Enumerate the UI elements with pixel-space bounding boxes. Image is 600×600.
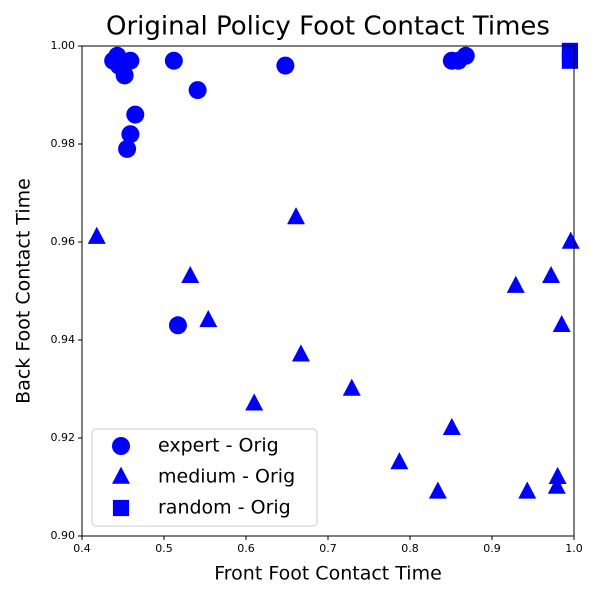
legend-label: medium - Orig — [158, 466, 295, 488]
x-tick-label: 1.0 — [565, 542, 583, 555]
x-tick-label: 0.4 — [73, 542, 91, 555]
point — [121, 125, 140, 144]
point — [390, 452, 409, 470]
legend-box — [91, 428, 318, 527]
x-tick-label: 0.7 — [319, 542, 337, 555]
y-tick-label: 0.96 — [51, 235, 76, 248]
point — [518, 481, 537, 499]
point — [121, 51, 140, 70]
chart-title: Original Policy Foot Contact Times — [106, 12, 550, 42]
point — [126, 105, 145, 124]
point — [456, 46, 475, 65]
legend-label: random - Orig — [158, 497, 291, 519]
x-axis-label: Front Foot Contact Time — [214, 563, 442, 585]
point — [168, 316, 187, 335]
point — [115, 66, 134, 85]
y-tick-label: 0.98 — [51, 137, 76, 150]
y-tick-label: 1.00 — [51, 39, 76, 52]
legend-label: expert - Orig — [158, 435, 279, 457]
y-tick-label: 0.90 — [51, 529, 76, 542]
point — [442, 417, 461, 435]
x-tick-label: 0.8 — [401, 542, 419, 555]
point — [188, 81, 207, 100]
point — [542, 265, 561, 284]
y-axis-label: Back Foot Contact Time — [13, 178, 35, 404]
point — [561, 52, 578, 69]
point — [164, 51, 183, 70]
point — [199, 310, 218, 328]
point — [428, 481, 447, 499]
point — [548, 466, 567, 484]
point — [287, 207, 306, 225]
point — [506, 275, 525, 293]
x-tick-label: 0.5 — [155, 542, 173, 555]
point — [245, 393, 264, 411]
point — [87, 226, 106, 244]
plot-frame — [81, 45, 575, 537]
x-tick-label: 0.9 — [483, 542, 501, 555]
legend-marker — [112, 466, 130, 484]
point — [118, 139, 137, 158]
point — [181, 265, 200, 284]
y-tick-label: 0.92 — [51, 431, 76, 444]
point — [552, 314, 571, 333]
y-tick-label: 0.94 — [51, 333, 76, 346]
point — [561, 231, 580, 249]
point — [547, 476, 566, 494]
point — [342, 378, 361, 396]
legend-marker — [112, 499, 130, 517]
x-tick-label: 0.6 — [237, 542, 255, 555]
point — [276, 56, 295, 75]
legend-marker — [112, 437, 130, 455]
point — [291, 344, 310, 362]
